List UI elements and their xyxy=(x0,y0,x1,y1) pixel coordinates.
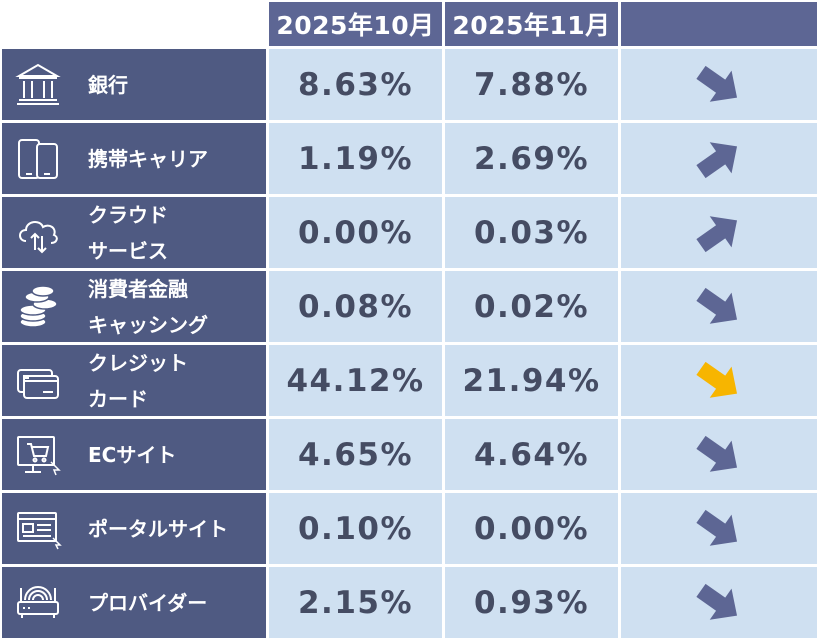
trend-arrow-shape xyxy=(696,215,738,252)
value-nov-bank: 7.88% xyxy=(445,49,618,120)
trend-down-arrow-icon xyxy=(696,287,738,324)
trend-up-arrow-icon xyxy=(696,215,738,252)
web-portal-icon xyxy=(2,493,74,564)
row-label-consumer-finance: 消費者金融 キャッシング xyxy=(2,271,266,342)
shopping-cart-icon xyxy=(2,419,74,490)
value-oct-cloud-service: 0.00% xyxy=(269,197,442,268)
trend-down-arrow-icon xyxy=(696,509,738,546)
trend-cell-cloud-service xyxy=(621,197,817,268)
trend-cell-mobile-carrier xyxy=(621,123,817,194)
trend-down-arrow-highlight-icon xyxy=(696,361,738,398)
trend-cell-ec-site xyxy=(621,419,817,490)
value-nov-cloud-service: 0.03% xyxy=(445,197,618,268)
header-trend xyxy=(621,2,817,46)
value-nov-portal-site: 0.00% xyxy=(445,493,618,564)
credit-card-icon xyxy=(2,345,74,416)
value-oct-consumer-finance: 0.08% xyxy=(269,271,442,342)
value-oct-mobile-carrier: 1.19% xyxy=(269,123,442,194)
value-oct-provider: 2.15% xyxy=(269,567,442,638)
trend-cell-credit-card xyxy=(621,345,817,416)
trend-cell-bank xyxy=(621,49,817,120)
value-oct-ec-site: 4.65% xyxy=(269,419,442,490)
row-label-text: ポータルサイト xyxy=(88,516,228,541)
coins-stack-icon xyxy=(2,271,74,342)
value-nov-provider: 0.93% xyxy=(445,567,618,638)
smartphone-icon xyxy=(2,123,74,194)
trend-cell-provider xyxy=(621,567,817,638)
trend-down-arrow-icon xyxy=(696,435,738,472)
value-nov-consumer-finance: 0.02% xyxy=(445,271,618,342)
bank-icon xyxy=(2,49,74,120)
row-label-text: クラウド サービス xyxy=(88,202,168,263)
row-label-text: ECサイト xyxy=(88,442,177,467)
trend-arrow-shape xyxy=(696,65,738,102)
header-nov-2025: 2025年11月 xyxy=(445,2,618,46)
row-label-credit-card: クレジット カード xyxy=(2,345,266,416)
cloud-sync-icon xyxy=(2,197,74,268)
value-nov-credit-card: 21.94% xyxy=(445,345,618,416)
value-oct-portal-site: 0.10% xyxy=(269,493,442,564)
row-label-text: 銀行 xyxy=(88,72,128,97)
row-label-cloud-service: クラウド サービス xyxy=(2,197,266,268)
row-label-text: 携帯キャリア xyxy=(88,146,208,171)
row-label-portal-site: ポータルサイト xyxy=(2,493,266,564)
trend-down-arrow-icon xyxy=(696,583,738,620)
router-icon xyxy=(2,567,74,638)
row-label-mobile-carrier: 携帯キャリア xyxy=(2,123,266,194)
trend-cell-consumer-finance xyxy=(621,271,817,342)
row-label-bank: 銀行 xyxy=(2,49,266,120)
value-nov-mobile-carrier: 2.69% xyxy=(445,123,618,194)
trend-arrow-shape xyxy=(696,583,738,620)
trend-arrow-shape xyxy=(696,509,738,546)
value-oct-credit-card: 44.12% xyxy=(269,345,442,416)
row-label-ec-site: ECサイト xyxy=(2,419,266,490)
row-label-text: クレジット カード xyxy=(88,350,188,411)
row-label-text: 消費者金融 キャッシング xyxy=(88,276,208,337)
row-label-provider: プロバイダー xyxy=(2,567,266,638)
trend-arrow-shape xyxy=(696,141,738,178)
trend-arrow-shape xyxy=(696,361,738,398)
trend-arrow-shape xyxy=(696,287,738,324)
value-nov-ec-site: 4.64% xyxy=(445,419,618,490)
trend-arrow-shape xyxy=(696,435,738,472)
trend-cell-portal-site xyxy=(621,493,817,564)
trend-up-arrow-icon xyxy=(696,141,738,178)
row-label-text: プロバイダー xyxy=(88,590,208,615)
header-oct-2025: 2025年10月 xyxy=(269,2,442,46)
trend-down-arrow-icon xyxy=(696,65,738,102)
value-oct-bank: 8.63% xyxy=(269,49,442,120)
